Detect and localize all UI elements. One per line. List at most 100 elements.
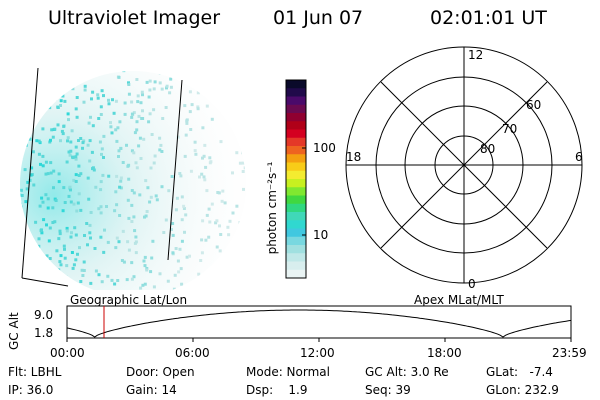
uv-speckle — [174, 274, 177, 277]
uv-speckle — [43, 278, 46, 281]
uv-speckle — [139, 287, 142, 290]
uv-speckle — [58, 172, 61, 175]
uv-speckle — [131, 278, 134, 281]
uv-speckle — [219, 98, 222, 101]
uv-speckle — [136, 100, 139, 103]
info-dsp: Dsp: 1.9 — [246, 383, 308, 397]
uv-speckle — [29, 91, 32, 94]
uv-speckle — [227, 288, 230, 290]
uv-speckle — [204, 239, 207, 242]
uv-speckle — [136, 120, 139, 123]
uv-speckle — [126, 240, 129, 243]
uv-speckle — [89, 282, 92, 285]
uv-speckle — [168, 91, 171, 94]
uv-speckle — [55, 82, 58, 85]
uv-speckle — [55, 249, 58, 252]
uv-speckle — [235, 205, 238, 208]
uv-speckle — [82, 141, 85, 144]
uv-speckle — [184, 155, 187, 158]
uv-speckle — [49, 161, 52, 164]
uv-speckle — [84, 64, 87, 67]
uv-speckle — [154, 61, 157, 64]
polar-label-6: 6 — [575, 150, 583, 164]
uv-speckle — [115, 100, 118, 103]
uv-speckle — [30, 129, 33, 132]
uv-speckle — [24, 139, 27, 142]
uv-speckle — [21, 241, 24, 244]
uv-speckle — [83, 261, 86, 264]
uv-speckle — [79, 280, 82, 283]
uv-speckle — [41, 127, 44, 130]
uv-speckle — [205, 189, 208, 192]
uv-speckle — [57, 123, 60, 126]
uv-speckle — [246, 212, 248, 215]
uv-speckle — [115, 140, 118, 143]
uv-speckle — [96, 93, 99, 96]
uv-speckle — [48, 106, 51, 109]
uv-speckle — [238, 249, 241, 252]
uv-speckle — [39, 205, 42, 208]
uv-speckle — [181, 195, 184, 198]
uv-speckle — [149, 112, 152, 115]
uv-speckle — [221, 200, 224, 203]
uv-speckle — [58, 260, 61, 263]
colorbar-segment — [286, 163, 306, 172]
uv-speckle — [97, 97, 100, 100]
uv-speckle — [208, 156, 211, 159]
uv-speckle — [191, 103, 194, 106]
uv-speckle — [101, 89, 104, 92]
uv-speckle — [194, 141, 197, 144]
uv-speckle — [161, 117, 164, 120]
uv-speckle — [121, 259, 124, 262]
uv-speckle — [144, 283, 147, 286]
uv-speckle — [29, 138, 32, 141]
uv-speckle — [127, 178, 130, 181]
info-ip: IP: 36.0 — [8, 383, 53, 397]
colorbar-segment — [286, 80, 306, 89]
uv-speckle — [87, 177, 90, 180]
uv-speckle — [149, 80, 152, 83]
uv-speckle — [144, 264, 147, 267]
uv-speckle — [167, 66, 170, 69]
info-gain: Gain: 14 — [126, 383, 177, 397]
uv-speckle — [37, 65, 40, 68]
uv-speckle — [180, 267, 183, 270]
uv-speckle — [127, 217, 130, 220]
uv-speckle — [158, 137, 161, 140]
uv-speckle — [34, 221, 37, 224]
uv-speckle — [184, 72, 187, 75]
uv-speckle — [84, 89, 87, 92]
uv-speckle — [20, 264, 23, 267]
uv-speckle — [218, 224, 221, 227]
uv-speckle — [236, 116, 239, 119]
uv-speckle — [218, 191, 221, 194]
uv-speckle — [245, 62, 248, 65]
uv-speckle — [247, 179, 248, 182]
uv-speckle — [200, 238, 203, 241]
uv-speckle — [97, 117, 100, 120]
uv-speckle — [175, 208, 178, 211]
uv-speckle — [89, 237, 92, 240]
uv-speckle — [64, 276, 67, 279]
uv-speckle — [151, 64, 154, 67]
colorbar-segment — [286, 253, 306, 262]
uv-speckle — [94, 186, 97, 189]
uv-speckle — [177, 260, 180, 263]
uv-speckle — [59, 232, 62, 235]
uv-speckle — [40, 81, 43, 84]
uv-speckle — [20, 64, 23, 67]
uv-speckle — [153, 162, 156, 165]
uv-speckle — [107, 241, 110, 244]
uv-speckle — [49, 98, 52, 101]
uv-speckle — [136, 166, 139, 169]
uv-speckle — [94, 66, 97, 69]
polar-lat-80: 80 — [480, 142, 495, 156]
uv-speckle — [71, 87, 74, 90]
polar-lat-70: 70 — [502, 122, 517, 136]
uv-speckle — [39, 60, 42, 63]
uv-speckle — [43, 269, 46, 272]
uv-image-panel — [18, 60, 248, 290]
uv-speckle — [34, 71, 37, 74]
uv-speckle — [244, 166, 247, 169]
uv-speckle — [148, 201, 151, 204]
